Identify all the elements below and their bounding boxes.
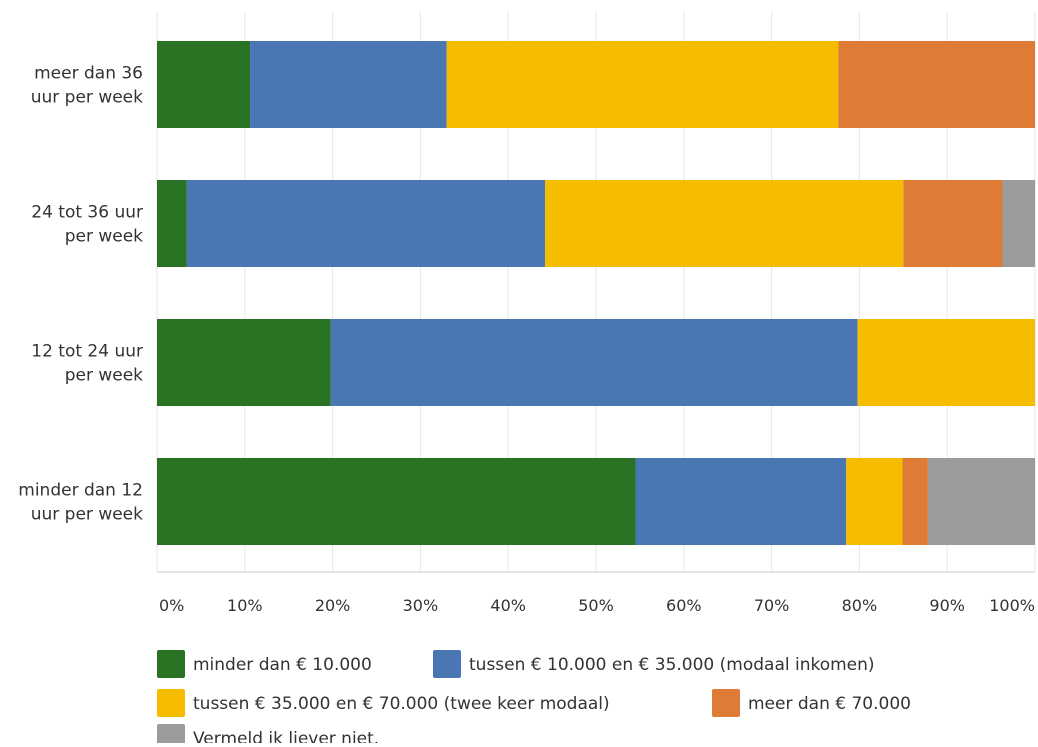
x-tick-label: 80% [842,596,878,615]
category-label: meer dan 36 uur per week [31,64,143,108]
bar-segment [330,319,858,406]
x-tick-label: 20% [315,596,351,615]
legend-label: meer dan € 70.000 [748,694,911,714]
bar-segment [545,180,904,267]
category-label: 12 tot 24 uur per week [31,342,143,386]
x-tick-label: 30% [403,596,439,615]
bar-segment [446,41,839,128]
bar-segment [927,458,1035,545]
legend-swatch [157,689,185,717]
bar-segment [1002,180,1035,267]
bar-segment [157,180,187,267]
legend-swatch [157,724,185,747]
bar-segment [857,319,1035,406]
legend-label: tussen € 10.000 en € 35.000 (modaal inko… [469,655,875,675]
x-tick-label: 40% [490,596,526,615]
bars [157,41,1035,545]
x-tick-label: 60% [666,596,702,615]
x-tick-label: 0% [159,596,184,615]
x-axis: 0% 10% 20% 30% 40% 50% 60% 70% 80% 90% 100% [157,571,1035,615]
bar-segment [157,41,251,128]
legend-swatch [157,650,185,678]
legend-swatch [712,689,740,717]
x-tick-label: 100% [989,596,1035,615]
legend-label: tussen € 35.000 en € 70.000 (twee keer m… [193,694,610,714]
bar-segment [903,180,1003,267]
bar-segment [157,319,331,406]
bar-segment [846,458,903,545]
bar-segment [902,458,928,545]
x-tick-label: 70% [754,596,790,615]
legend-label: Vermeld ik liever niet. [193,729,379,743]
legend-label: minder dan € 10.000 [193,655,372,675]
legend-swatch [433,650,461,678]
category-label: 24 tot 36 uur per week [31,203,143,247]
bar-segment [838,41,1035,128]
bar-segment [186,180,546,267]
x-tick-label: 50% [578,596,614,615]
x-tick-label: 90% [929,596,965,615]
bar-segment [635,458,847,545]
category-labels: meer dan 36 uur per week 24 tot 36 uur per … [18,64,143,525]
bar-segment [157,458,636,545]
x-tick-label: 10% [227,596,263,615]
bar-segment [250,41,447,128]
legend: minder dan € 10.000 tussen € 10.000 en € … [157,650,911,747]
category-label: minder dan 12 uur per week [18,481,143,525]
